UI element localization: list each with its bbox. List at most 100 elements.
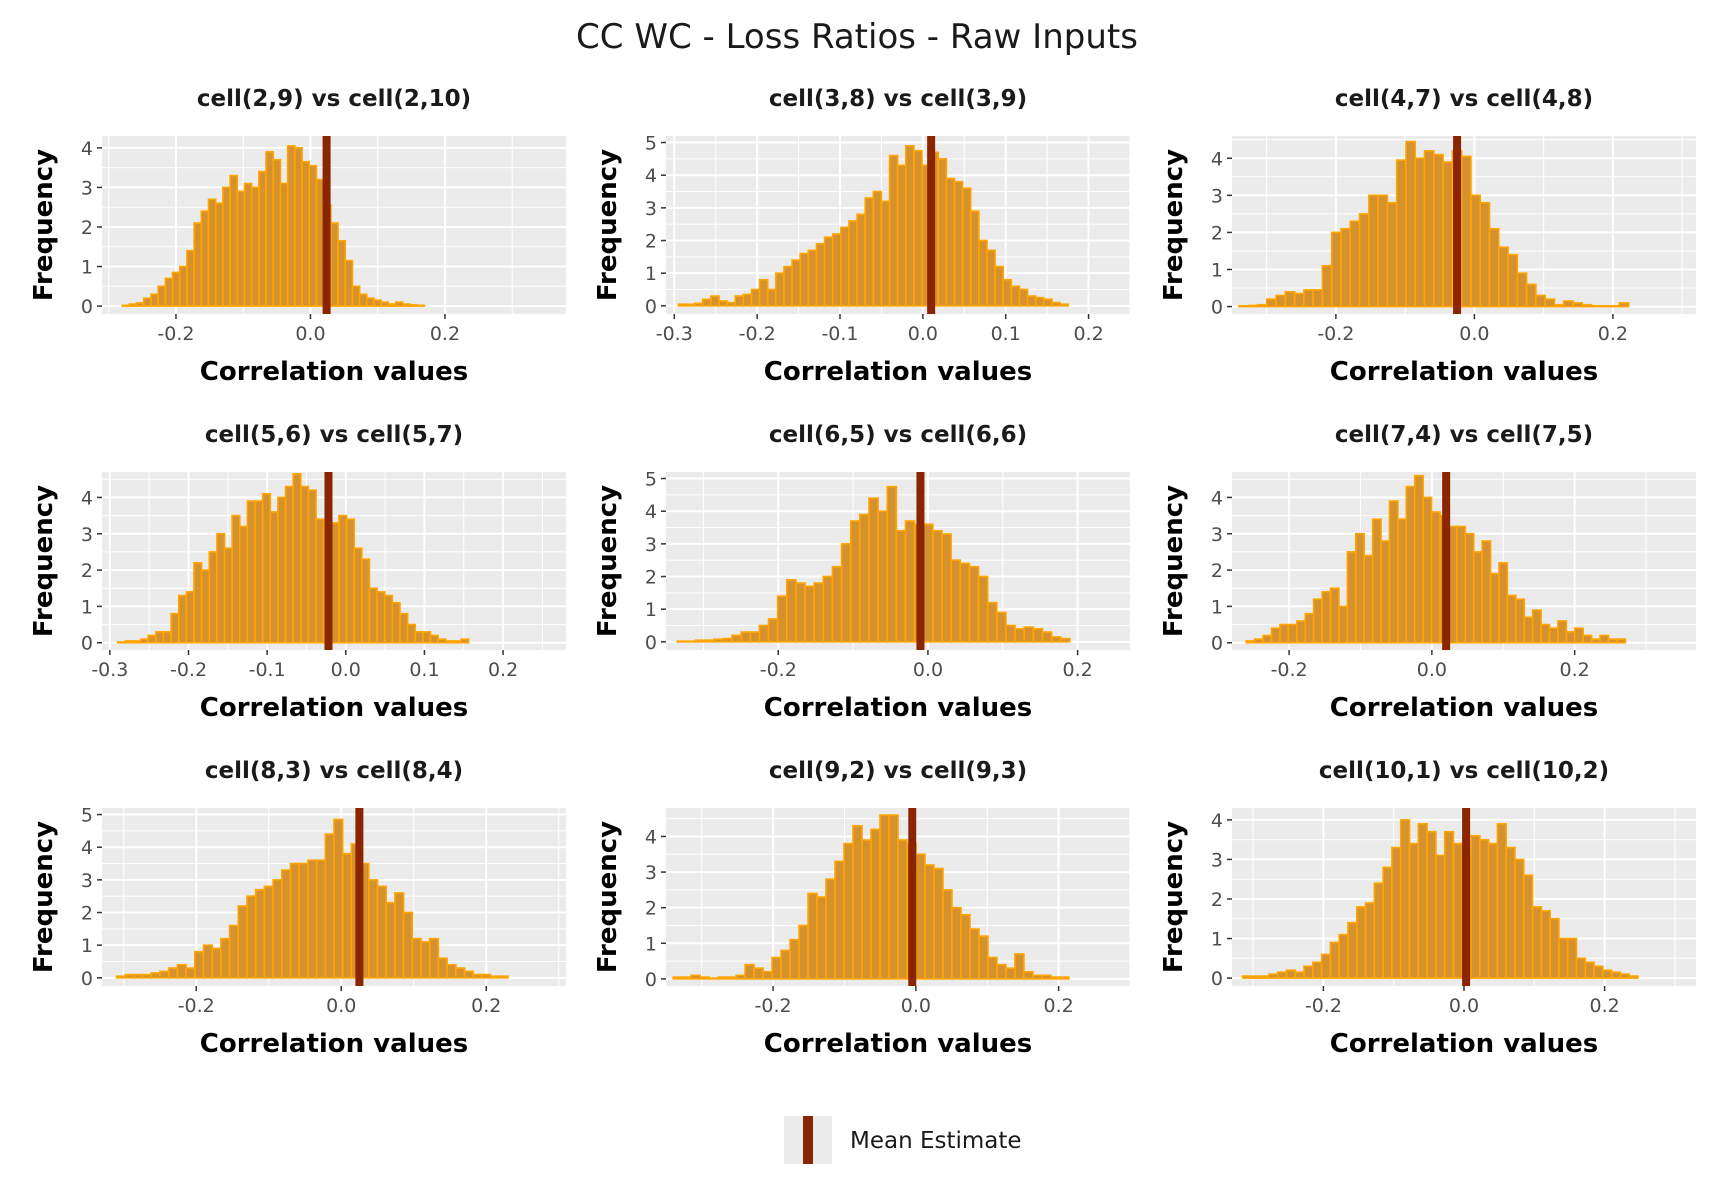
histogram-bar bbox=[904, 144, 915, 307]
histogram-bar bbox=[1544, 298, 1556, 308]
histogram-bar bbox=[254, 500, 264, 644]
histogram-bar bbox=[922, 523, 934, 643]
histogram-bar bbox=[1259, 975, 1270, 979]
x-tick-label: 0.1 bbox=[991, 323, 1021, 345]
histogram-bar bbox=[968, 565, 980, 643]
histogram-bar bbox=[373, 299, 383, 307]
histogram-bar bbox=[414, 631, 424, 644]
histogram-bar bbox=[848, 220, 858, 307]
histogram-bar bbox=[1051, 301, 1061, 307]
histogram-bar bbox=[1590, 638, 1601, 644]
histogram-bar bbox=[1470, 834, 1481, 979]
histogram-bar bbox=[1395, 159, 1407, 308]
histogram-bar bbox=[236, 190, 246, 307]
histogram-bar bbox=[1553, 303, 1565, 308]
y-tick-label: 0 bbox=[1211, 968, 1223, 990]
x-tick-label: -0.1 bbox=[249, 659, 286, 681]
y-axis-title: Frequency bbox=[1159, 485, 1189, 637]
histogram-bar bbox=[960, 913, 971, 980]
histogram-bar bbox=[454, 967, 466, 979]
y-tick-label: 2 bbox=[81, 560, 93, 582]
histogram-bar bbox=[742, 293, 753, 307]
histogram-bar bbox=[1599, 634, 1610, 644]
histogram-bar bbox=[193, 222, 203, 307]
histogram-bar bbox=[1296, 620, 1307, 644]
histogram-bar bbox=[749, 631, 761, 643]
histogram-bar bbox=[861, 839, 872, 980]
histogram-panel: -0.2 0.0 0.2 0 1 2 3 4 cell(9,2) vs cell(9,3) Cor… bbox=[593, 758, 1131, 1059]
histogram-bar bbox=[994, 265, 1005, 307]
histogram-bar bbox=[132, 640, 142, 644]
y-tick-label: 4 bbox=[1211, 148, 1223, 170]
histogram-bar bbox=[289, 862, 300, 979]
histogram-bar bbox=[896, 164, 907, 307]
histogram-bar bbox=[298, 862, 309, 979]
histogram-panel: -0.3 -0.2 -0.1 0.0 0.1 0.2 0 1 2 3 4 cell(5,6) vs c… bbox=[29, 422, 566, 723]
histogram-bar bbox=[969, 210, 980, 307]
histogram-bar bbox=[409, 304, 418, 307]
histogram-panel: -0.2 0.0 0.2 0 1 2 3 4 cell(2,9) vs cell(2,10) Co… bbox=[29, 86, 566, 387]
y-axis-title: Frequency bbox=[1159, 149, 1189, 301]
histogram-bar bbox=[1321, 264, 1333, 308]
histogram-bar bbox=[1566, 937, 1578, 979]
histogram-bar bbox=[1347, 921, 1358, 979]
panel-title: cell(5,6) vs cell(5,7) bbox=[205, 422, 463, 448]
x-tick-label: -0.2 bbox=[755, 995, 792, 1017]
histogram-bar bbox=[185, 591, 195, 644]
histogram-bar bbox=[1548, 627, 1559, 644]
y-tick-label: 3 bbox=[645, 862, 657, 884]
histogram-bar bbox=[1391, 846, 1402, 979]
histogram-bar bbox=[1581, 303, 1593, 308]
histogram-bar bbox=[292, 473, 302, 644]
y-tick-label: 2 bbox=[1211, 222, 1223, 244]
histogram-bar bbox=[202, 944, 213, 979]
histogram-bar bbox=[859, 513, 870, 643]
x-axis-title: Correlation values bbox=[1330, 357, 1598, 387]
histogram-bar bbox=[932, 529, 943, 643]
histogram-bar bbox=[1423, 150, 1435, 308]
histogram-bar bbox=[864, 197, 875, 307]
histogram-bar bbox=[672, 976, 683, 980]
histogram-bar bbox=[1408, 842, 1420, 979]
histogram-bar bbox=[978, 239, 988, 307]
histogram-bar bbox=[307, 859, 318, 979]
histogram-bar bbox=[1405, 485, 1416, 644]
histogram-bar bbox=[1456, 525, 1467, 644]
x-tick-label: 0.1 bbox=[409, 659, 439, 681]
histogram-bar bbox=[1355, 906, 1367, 979]
y-tick-label: 5 bbox=[645, 133, 657, 155]
histogram-bar bbox=[780, 949, 791, 980]
histogram-bar bbox=[402, 911, 414, 979]
histogram-bar bbox=[904, 520, 916, 643]
histogram-bar bbox=[1531, 906, 1543, 979]
histogram-bar bbox=[229, 174, 239, 307]
histogram-bar bbox=[411, 937, 422, 979]
histogram-bar bbox=[840, 543, 852, 643]
histogram-bar bbox=[444, 640, 455, 644]
histogram-bar bbox=[368, 587, 378, 644]
histogram-bar bbox=[978, 935, 989, 980]
histogram-bar bbox=[1609, 305, 1621, 308]
histogram-bar bbox=[135, 302, 145, 307]
y-tick-label: 1 bbox=[645, 933, 657, 955]
histogram-bar bbox=[387, 303, 397, 307]
y-tick-label: 3 bbox=[81, 870, 93, 892]
histogram-bar bbox=[351, 285, 361, 307]
histogram-bar bbox=[776, 595, 788, 643]
histogram-bar bbox=[1435, 854, 1446, 979]
histogram-bar bbox=[420, 941, 431, 979]
histogram-bar bbox=[1050, 636, 1062, 643]
histogram-bar bbox=[1497, 246, 1509, 308]
x-tick-label: -0.3 bbox=[91, 659, 128, 681]
histogram-bar bbox=[1364, 902, 1376, 979]
histogram-bar bbox=[1059, 637, 1071, 643]
histogram-bar bbox=[1023, 970, 1034, 980]
histogram-bar bbox=[734, 295, 745, 307]
histogram-bar bbox=[460, 638, 470, 644]
y-tick-label: 0 bbox=[645, 632, 657, 654]
histogram-bar bbox=[959, 562, 971, 643]
x-tick-label: 0.0 bbox=[1459, 323, 1489, 345]
histogram-bar bbox=[953, 180, 964, 307]
histogram-panel: -0.2 0.0 0.2 0 1 2 3 4 cell(7,4) vs cell(7,5) Cor… bbox=[1159, 422, 1696, 723]
histogram-bar bbox=[1531, 609, 1542, 644]
